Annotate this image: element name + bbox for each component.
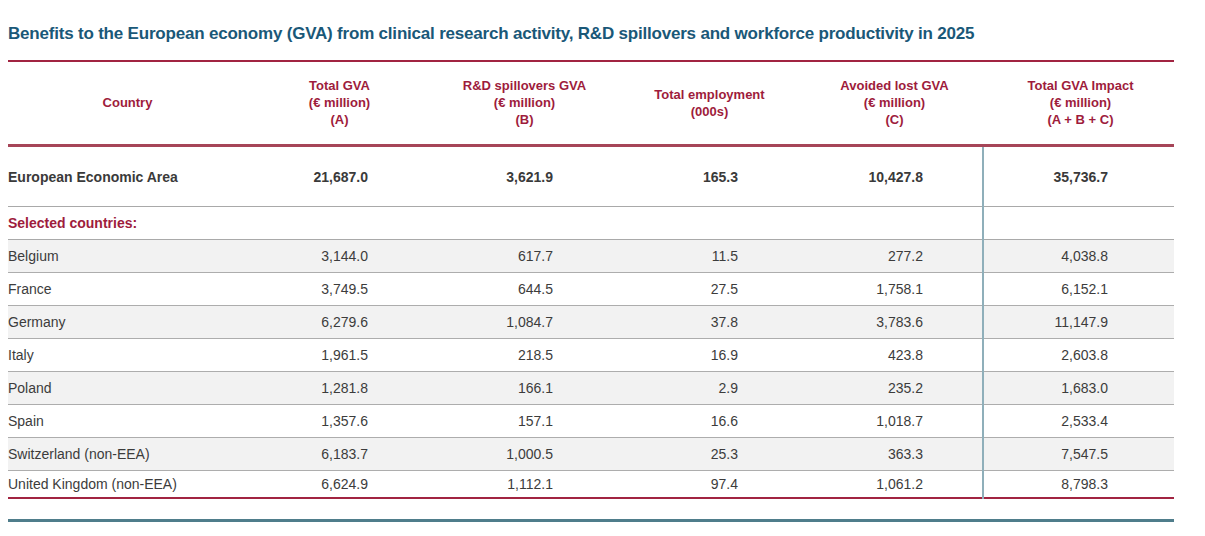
col-header-line: Avoided lost GVA bbox=[840, 78, 948, 95]
col-header-line: (€ million) bbox=[494, 95, 555, 112]
rd-spillovers-cell: 644.5 bbox=[432, 281, 617, 297]
col-header-line: (B) bbox=[515, 112, 533, 129]
table-row: Belgium 3,144.0 617.7 11.5 277.2 4,038.8 bbox=[8, 240, 1174, 273]
section-label: Selected countries: bbox=[8, 215, 247, 231]
country-cell: United Kingdom (non-EEA) bbox=[8, 476, 247, 492]
table-row: Italy 1,961.5 218.5 16.9 423.8 2,603.8 bbox=[8, 339, 1174, 372]
gva-table: Country Total GVA (€ million) (A) R&D sp… bbox=[8, 63, 1174, 522]
col-header-employment: Total employment (000s) bbox=[617, 63, 802, 144]
total-impact-cell: 11,147.9 bbox=[987, 314, 1174, 330]
total-impact-cell: 7,547.5 bbox=[987, 446, 1174, 462]
col-header-line: Total GVA Impact bbox=[1028, 78, 1134, 95]
col-header-line: Country bbox=[103, 95, 153, 112]
col-header-rd-spillovers: R&D spillovers GVA (€ million) (B) bbox=[432, 63, 617, 144]
total-gva-cell: 1,281.8 bbox=[247, 380, 432, 396]
country-cell: Spain bbox=[8, 413, 247, 429]
total-gva-cell: 1,357.6 bbox=[247, 413, 432, 429]
rd-spillovers-cell: 1,084.7 bbox=[432, 314, 617, 330]
col-header-line: (€ million) bbox=[309, 95, 370, 112]
country-cell: Poland bbox=[8, 380, 247, 396]
total-gva-cell: 6,624.9 bbox=[247, 476, 432, 492]
footer-rule bbox=[8, 519, 1174, 522]
title-rule bbox=[8, 60, 1174, 62]
table-row: Switzerland (non-EEA) 6,183.7 1,000.5 25… bbox=[8, 438, 1174, 471]
col-header-line: (C) bbox=[885, 112, 903, 129]
col-header-country: Country bbox=[8, 63, 247, 144]
avoided-lost-cell: 1,758.1 bbox=[802, 281, 987, 297]
column-divider bbox=[982, 147, 984, 499]
col-header-avoided-lost: Avoided lost GVA (€ million) (C) bbox=[802, 63, 987, 144]
avoided-lost-cell: 277.2 bbox=[802, 248, 987, 264]
col-header-line: R&D spillovers GVA bbox=[463, 78, 586, 95]
avoided-lost-cell: 363.3 bbox=[802, 446, 987, 462]
rd-spillovers-cell: 166.1 bbox=[432, 380, 617, 396]
total-gva-cell: 6,279.6 bbox=[247, 314, 432, 330]
summary-row-eea: European Economic Area 21,687.0 3,621.9 … bbox=[8, 147, 1174, 207]
rd-spillovers-cell: 1,112.1 bbox=[432, 476, 617, 492]
employment-cell: 16.9 bbox=[617, 347, 802, 363]
employment-cell: 11.5 bbox=[617, 248, 802, 264]
table-row: Poland 1,281.8 166.1 2.9 235.2 1,683.0 bbox=[8, 372, 1174, 405]
table-row: Spain 1,357.6 157.1 16.6 1,018.7 2,533.4 bbox=[8, 405, 1174, 438]
employment-cell: 16.6 bbox=[617, 413, 802, 429]
total-gva-cell: 3,749.5 bbox=[247, 281, 432, 297]
table-row: France 3,749.5 644.5 27.5 1,758.1 6,152.… bbox=[8, 273, 1174, 306]
total-impact-cell: 6,152.1 bbox=[987, 281, 1174, 297]
col-header-total-gva: Total GVA (€ million) (A) bbox=[247, 63, 432, 144]
total-gva-cell: 6,183.7 bbox=[247, 446, 432, 462]
total-impact-cell: 4,038.8 bbox=[987, 248, 1174, 264]
total-impact-cell: 2,533.4 bbox=[987, 413, 1174, 429]
col-header-line: (A + B + C) bbox=[1048, 112, 1114, 129]
col-header-line: (€ million) bbox=[864, 95, 925, 112]
rd-spillovers-cell: 218.5 bbox=[432, 347, 617, 363]
rd-spillovers-cell: 157.1 bbox=[432, 413, 617, 429]
col-header-line: Total employment bbox=[654, 87, 764, 104]
total-impact-cell: 2,603.8 bbox=[987, 347, 1174, 363]
rd-spillovers-cell: 1,000.5 bbox=[432, 446, 617, 462]
employment-cell: 2.9 bbox=[617, 380, 802, 396]
total-impact-cell: 35,736.7 bbox=[987, 169, 1174, 185]
total-impact-cell: 8,798.3 bbox=[987, 476, 1174, 492]
avoided-lost-cell: 235.2 bbox=[802, 380, 987, 396]
employment-cell: 27.5 bbox=[617, 281, 802, 297]
col-header-line: Total GVA bbox=[309, 78, 370, 95]
col-header-line: (€ million) bbox=[1050, 95, 1111, 112]
col-header-line: (A) bbox=[330, 112, 348, 129]
country-cell: European Economic Area bbox=[8, 169, 247, 185]
col-header-line: (000s) bbox=[691, 104, 729, 121]
country-cell: Switzerland (non-EEA) bbox=[8, 446, 247, 462]
total-impact-cell: 1,683.0 bbox=[987, 380, 1174, 396]
country-cell: France bbox=[8, 281, 247, 297]
avoided-lost-cell: 1,018.7 bbox=[802, 413, 987, 429]
avoided-lost-cell: 10,427.8 bbox=[802, 169, 987, 185]
country-cell: Belgium bbox=[8, 248, 247, 264]
total-gva-cell: 21,687.0 bbox=[247, 169, 432, 185]
avoided-lost-cell: 423.8 bbox=[802, 347, 987, 363]
employment-cell: 165.3 bbox=[617, 169, 802, 185]
avoided-lost-cell: 1,061.2 bbox=[802, 476, 987, 492]
country-cell: Germany bbox=[8, 314, 247, 330]
total-gva-cell: 3,144.0 bbox=[247, 248, 432, 264]
total-gva-cell: 1,961.5 bbox=[247, 347, 432, 363]
employment-cell: 25.3 bbox=[617, 446, 802, 462]
employment-cell: 97.4 bbox=[617, 476, 802, 492]
rd-spillovers-cell: 617.7 bbox=[432, 248, 617, 264]
table-row: Germany 6,279.6 1,084.7 37.8 3,783.6 11,… bbox=[8, 306, 1174, 339]
table-header-row: Country Total GVA (€ million) (A) R&D sp… bbox=[8, 63, 1174, 144]
figure-title: Benefits to the European economy (GVA) f… bbox=[8, 24, 974, 44]
avoided-lost-cell: 3,783.6 bbox=[802, 314, 987, 330]
report-figure-page: Benefits to the European economy (GVA) f… bbox=[0, 0, 1205, 536]
table-row: United Kingdom (non-EEA) 6,624.9 1,112.1… bbox=[8, 471, 1174, 499]
rd-spillovers-cell: 3,621.9 bbox=[432, 169, 617, 185]
employment-cell: 37.8 bbox=[617, 314, 802, 330]
col-header-total-impact: Total GVA Impact (€ million) (A + B + C) bbox=[987, 63, 1174, 144]
section-row: Selected countries: bbox=[8, 207, 1174, 240]
country-cell: Italy bbox=[8, 347, 247, 363]
